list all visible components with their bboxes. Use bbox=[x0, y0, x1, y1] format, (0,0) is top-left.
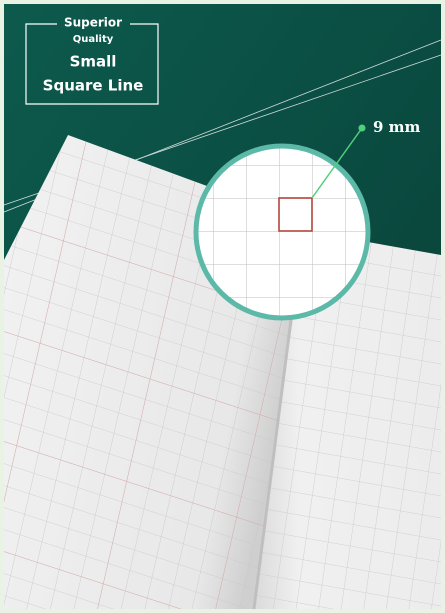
badge-line2: Quality bbox=[73, 34, 114, 45]
callout-dot bbox=[359, 125, 366, 132]
badge-line4: Square Line bbox=[43, 77, 144, 95]
badge-line3: Small bbox=[70, 53, 117, 71]
product-image: 9 mm Superior Quality Small Square Line bbox=[0, 0, 445, 613]
callout-label: 9 mm bbox=[373, 118, 421, 136]
badge-line1: Superior bbox=[64, 16, 122, 30]
